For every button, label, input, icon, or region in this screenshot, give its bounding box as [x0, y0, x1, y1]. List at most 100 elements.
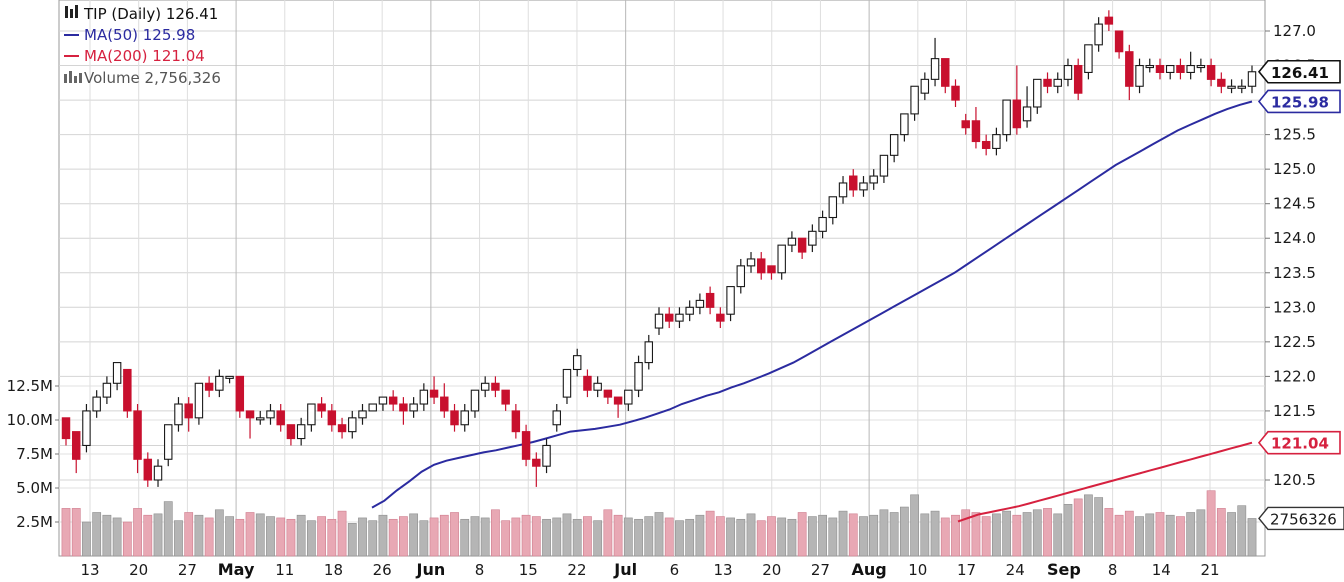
time-tick-label: 18	[324, 561, 343, 579]
volume-bar	[1002, 510, 1012, 557]
volume-bar	[531, 516, 541, 557]
moving-averages	[371, 100, 1253, 523]
candle-body	[440, 396, 449, 412]
candle-body	[900, 113, 909, 136]
price-tick-label: 122.5	[1273, 333, 1316, 351]
candle-body	[685, 306, 694, 315]
price-tick-label: 123.5	[1273, 264, 1316, 282]
volume-bars	[61, 490, 1257, 557]
time-tick-label: 22	[567, 561, 586, 579]
candle-body	[593, 382, 602, 391]
candle-body	[61, 417, 71, 440]
volume-bar	[409, 513, 419, 557]
volume-bar	[358, 517, 367, 557]
volume-bar	[163, 501, 173, 557]
candle-body	[879, 154, 889, 177]
candle-body	[767, 265, 776, 274]
candle-body	[1217, 78, 1226, 87]
price-tick-label: 120.5	[1273, 471, 1316, 489]
volume-bar	[122, 521, 132, 557]
price-tick-label: 127.0	[1273, 22, 1316, 40]
volume-bar	[296, 514, 306, 557]
time-tick-label: 13	[713, 561, 732, 579]
volume-tag	[1258, 506, 1344, 531]
volume-bar	[1124, 510, 1134, 557]
candle-body	[910, 85, 919, 115]
candle-body	[797, 237, 807, 253]
candle-body	[184, 403, 193, 419]
candle-body	[695, 299, 705, 308]
volume-bar	[879, 509, 889, 557]
volume-bar	[511, 517, 521, 557]
volume-bar	[194, 514, 204, 557]
candle-body	[1196, 64, 1206, 69]
candle-body	[603, 389, 613, 398]
candle-body	[1176, 64, 1185, 73]
volume-bar	[214, 509, 224, 557]
volume-bar	[777, 517, 787, 557]
volume-bar	[204, 517, 214, 557]
volume-bar	[828, 517, 838, 557]
volume-bar	[184, 512, 194, 557]
candle-body	[920, 78, 930, 94]
volume-bar	[276, 517, 286, 557]
volume-tick-label: 7.5M	[16, 445, 53, 463]
candle-body	[664, 313, 674, 322]
candle-body	[746, 258, 756, 267]
candle-body	[501, 389, 510, 405]
volume-bar	[1043, 508, 1052, 557]
volume-bar	[306, 520, 316, 557]
volume-bar	[848, 513, 858, 557]
candle-body	[480, 382, 490, 391]
candle-body	[378, 396, 388, 405]
time-tick-label: 27	[811, 561, 830, 579]
candle-body	[1165, 64, 1175, 73]
volume-bar	[910, 494, 919, 557]
volume-bar	[235, 518, 245, 557]
candle-body	[215, 375, 224, 391]
candle-body	[552, 410, 561, 426]
volume-bar	[399, 516, 408, 557]
candle-body	[542, 444, 551, 467]
candle-body	[266, 410, 275, 419]
time-tick-label: 26	[373, 561, 392, 579]
candle-body	[1206, 64, 1216, 80]
price-tag-label-ma50: 125.98	[1271, 93, 1329, 111]
candle-body	[1043, 78, 1052, 87]
volume-bar	[1227, 512, 1236, 557]
volume-bar	[992, 513, 1001, 557]
price-tick-label: 124.0	[1273, 229, 1316, 247]
candle-body	[716, 313, 725, 322]
time-tick-label: 6	[670, 561, 680, 579]
volume-bar	[542, 518, 551, 557]
time-tick-label: 27	[178, 561, 197, 579]
candle-body	[562, 368, 572, 398]
volume-bar	[1022, 512, 1032, 557]
time-tick-label: 13	[80, 561, 99, 579]
volume-bar	[654, 512, 664, 557]
volume-bar	[501, 520, 511, 557]
volume-bar	[1155, 512, 1165, 557]
candle-body	[102, 382, 112, 398]
volume-bar	[746, 513, 756, 557]
volume-bar	[1073, 498, 1083, 557]
candle-body	[532, 458, 541, 467]
volume-bar	[1104, 508, 1114, 557]
candle-body	[654, 313, 664, 329]
volume-bar	[838, 510, 848, 557]
candle-body	[1063, 64, 1073, 80]
candle-body	[317, 403, 326, 412]
volume-bar	[930, 510, 940, 557]
time-tick-label: May	[218, 560, 255, 579]
volume-tick-label: 10.0M	[7, 411, 53, 429]
volume-bar	[971, 512, 981, 557]
candle-body	[123, 368, 132, 412]
candle-body	[82, 410, 91, 447]
volume-bar	[889, 512, 899, 557]
volume-bar	[797, 512, 807, 557]
time-tick-label: 15	[519, 561, 538, 579]
volume-bar	[61, 508, 71, 557]
volume-bar	[1084, 494, 1093, 557]
candle-body	[869, 175, 878, 184]
candle-body	[1104, 16, 1114, 25]
